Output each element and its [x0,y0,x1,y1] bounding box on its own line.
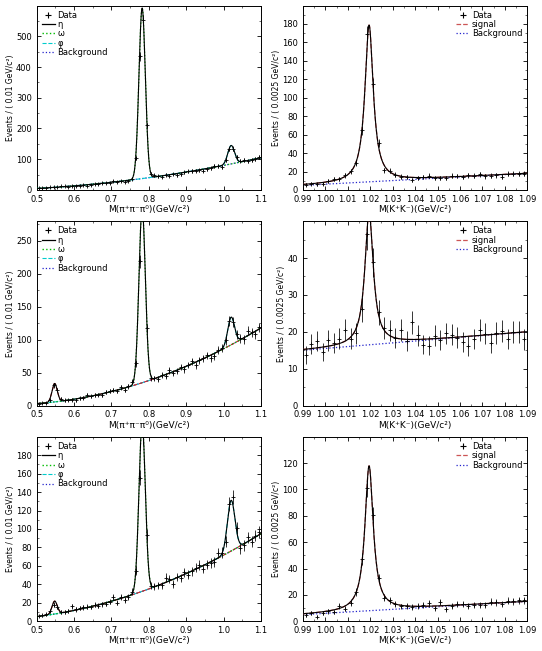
Y-axis label: Events / ( 0.01 GeV/c²): Events / ( 0.01 GeV/c²) [5,270,15,357]
X-axis label: M(π⁺π⁻π⁰)(GeV/c²): M(π⁺π⁻π⁰)(GeV/c²) [108,205,190,214]
X-axis label: M(K⁺K⁻)(GeV/c²): M(K⁺K⁻)(GeV/c²) [378,205,452,214]
X-axis label: M(K⁺K⁻)(GeV/c²): M(K⁺K⁻)(GeV/c²) [378,637,452,645]
Legend: Data, signal, Background: Data, signal, Background [454,8,525,41]
Legend: Data, η, ω, φ, Background: Data, η, ω, φ, Background [39,224,111,275]
Y-axis label: Events / ( 0.0025 GeV/c²): Events / ( 0.0025 GeV/c²) [277,265,286,361]
Y-axis label: Events / ( 0.01 GeV/c²): Events / ( 0.01 GeV/c²) [5,55,15,141]
Legend: Data, signal, Background: Data, signal, Background [454,439,525,472]
X-axis label: M(K⁺K⁻)(GeV/c²): M(K⁺K⁻)(GeV/c²) [378,421,452,430]
Y-axis label: Events / ( 0.0025 GeV/c²): Events / ( 0.0025 GeV/c²) [272,481,281,577]
Legend: Data, η, ω, φ, Background: Data, η, ω, φ, Background [39,8,111,60]
Y-axis label: Events / ( 0.0025 GeV/c²): Events / ( 0.0025 GeV/c²) [272,49,281,146]
X-axis label: M(π⁺π⁻π⁰)(GeV/c²): M(π⁺π⁻π⁰)(GeV/c²) [108,421,190,430]
Legend: Data, η, ω, φ, Background: Data, η, ω, φ, Background [39,439,111,491]
Legend: Data, signal, Background: Data, signal, Background [454,224,525,256]
Y-axis label: Events / ( 0.01 GeV/c²): Events / ( 0.01 GeV/c²) [5,486,15,572]
X-axis label: M(π⁺π⁻π⁰)(GeV/c²): M(π⁺π⁻π⁰)(GeV/c²) [108,637,190,645]
